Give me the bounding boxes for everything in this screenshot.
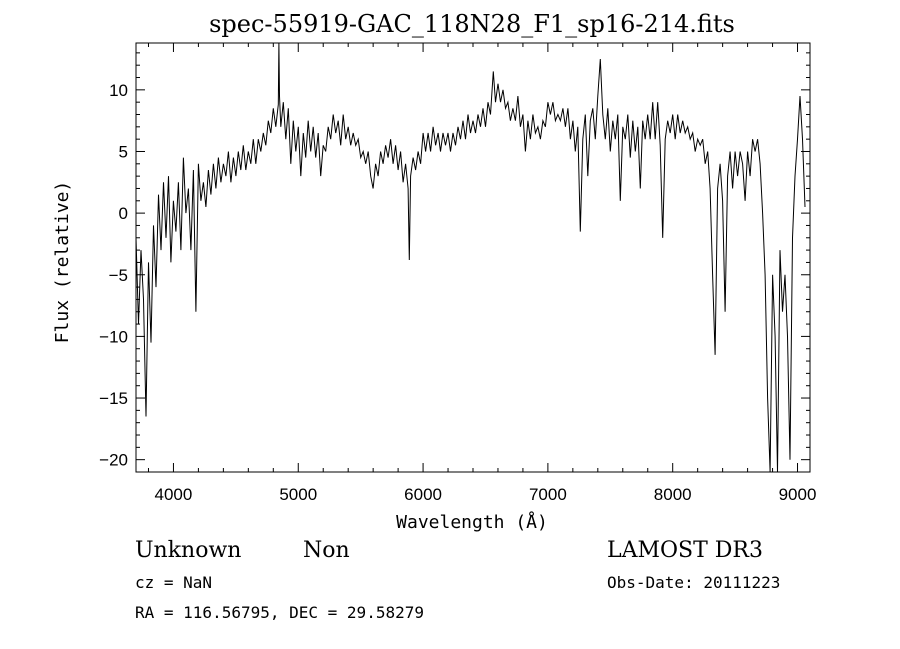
y-tick-label: −10 [99,327,128,346]
spectrum-series-line [136,43,806,472]
chart-title: spec-55919-GAC_118N28_F1_sp16-214.fits [209,10,735,38]
y-axis: −20 −15 −10 −5 0 5 10 [99,52,810,470]
x-tick-label: 7000 [529,485,567,504]
y-tick-label: 10 [109,81,128,100]
x-tick-label: 4000 [155,485,193,504]
x-tick-label: 6000 [404,485,442,504]
y-tick-label: 0 [119,204,128,223]
survey-label: LAMOST DR3 [607,538,763,563]
y-tick-label: 5 [119,142,128,161]
x-tick-label: 8000 [654,485,692,504]
y-axis-label: Flux (relative) [52,181,73,344]
y-tick-label: −5 [109,266,128,285]
object-class: Unknown [135,538,242,563]
plot-frame [135,42,811,473]
ra-dec-coords: RA = 116.56795, DEC = 29.58279 [135,603,424,622]
y-tick-label: −15 [99,389,128,408]
x-tick-label: 5000 [279,485,317,504]
obs-date: Obs-Date: 20111223 [607,573,781,592]
y-tick-label: −20 [99,451,128,470]
x-axis-label: Wavelength (Å) [396,511,548,533]
cz-value: cz = NaN [135,573,213,592]
object-subclass: Non [303,538,350,563]
x-tick-label: 9000 [779,485,817,504]
x-axis: 4000 5000 6000 7000 8000 9000 [147,43,817,504]
